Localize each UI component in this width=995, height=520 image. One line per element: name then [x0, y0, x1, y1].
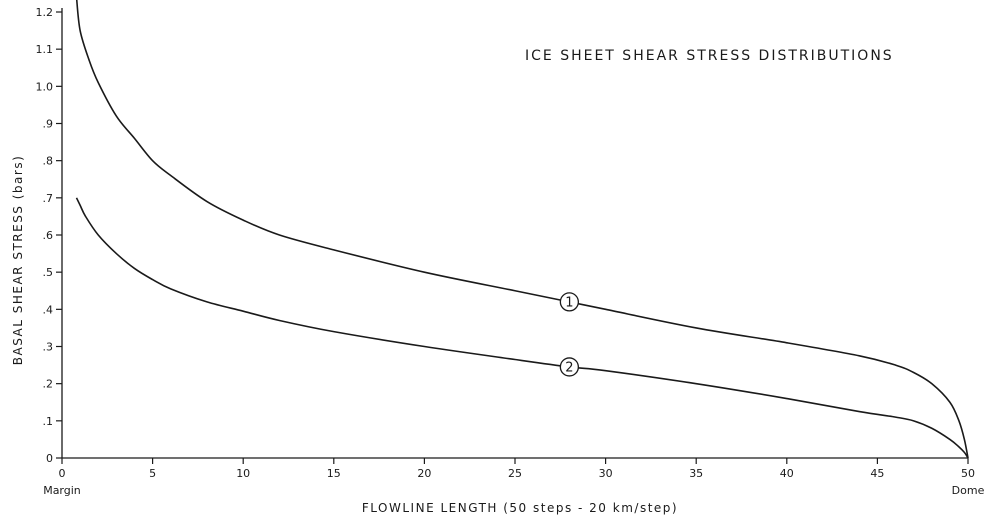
x-tick-label: 0 [59, 467, 66, 480]
x-tick-label: 5 [149, 467, 156, 480]
y-axis-label: BASAL SHEAR STRESS (bars) [11, 155, 25, 366]
y-tick-label: .4 [43, 303, 54, 316]
series-marker-label: 1 [565, 295, 573, 310]
x-tick-label: 25 [508, 467, 522, 480]
y-tick-label: 1.2 [36, 6, 54, 19]
x-tick-label: 15 [327, 467, 341, 480]
y-tick-label: .1 [43, 415, 54, 428]
x-tick-label: 35 [689, 467, 703, 480]
x-tick-label: 50 [961, 467, 975, 480]
chart-title: ICE SHEET SHEAR STRESS DISTRIBUTIONS [525, 48, 894, 64]
y-tick-label: 0 [46, 452, 53, 465]
series-marker-label: 2 [565, 360, 573, 375]
x-tick-label: 20 [417, 467, 431, 480]
x-axis-label: FLOWLINE LENGTH (50 steps - 20 km/step) [362, 501, 678, 515]
y-tick-label: 1.0 [36, 80, 54, 93]
y-tick-label: 1.1 [36, 43, 54, 56]
series-1-line [75, 0, 969, 459]
x-axis-end-label-margin: Margin [43, 484, 81, 497]
series-2-line [75, 197, 969, 459]
series-marker-circle [559, 357, 580, 377]
x-tick-label: 45 [870, 467, 884, 480]
y-tick-label: .6 [43, 229, 54, 242]
series-marker-circle [559, 292, 580, 312]
y-tick-label: .3 [43, 341, 54, 354]
y-tick-label: .5 [43, 266, 54, 279]
x-tick-label: 40 [780, 467, 794, 480]
x-tick-label: 30 [599, 467, 613, 480]
x-tick-label: 10 [236, 467, 250, 480]
y-tick-label: .7 [43, 192, 54, 205]
y-tick-label: .2 [43, 378, 54, 391]
series-1-marker: 1 [559, 292, 580, 312]
series-2-marker: 2 [559, 357, 580, 377]
y-tick-label: .8 [43, 155, 54, 168]
y-tick-label: .9 [43, 118, 54, 131]
x-axis-end-label-dome: Dome [952, 484, 985, 497]
